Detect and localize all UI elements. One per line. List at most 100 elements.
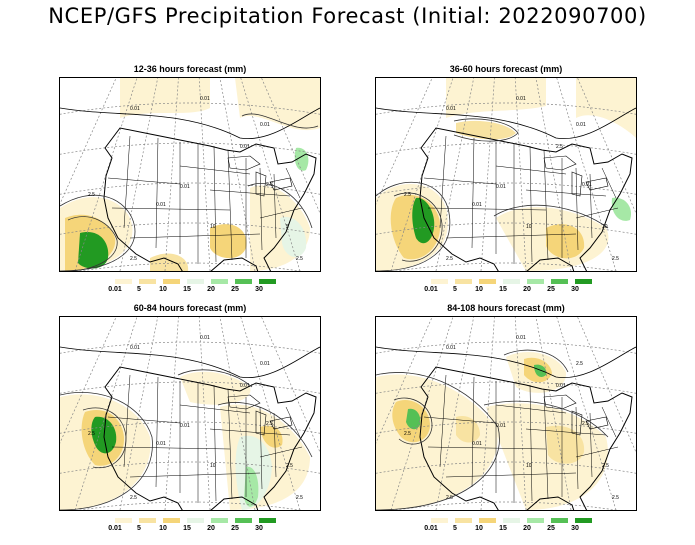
state-boundary [285,167,301,199]
latitude-gridline [60,142,320,155]
state-boundary [209,428,291,436]
longitude-gridline [390,317,454,510]
colorbar-swatch [259,518,276,523]
colorbar-legend: 0.01 5 10 15 20 25 30 [108,279,285,295]
precip-fill-region [611,197,632,221]
lake-outline [585,416,609,430]
precip-fill-region [546,425,585,464]
state-boundary [259,446,303,458]
precip-fill-region [456,415,480,443]
contour-label: 2.5 [296,256,303,262]
colorbar-swatch [235,518,252,523]
contour-label: 2.5 [286,463,293,469]
contour-label: 0.01 [156,202,166,208]
colorbar-label: 0.01 [108,286,122,293]
colorbar-label: 25 [231,525,239,532]
colorbar-swatch [551,518,568,523]
coastline [60,346,320,379]
colorbar-swatch [211,279,228,284]
contour-label: 5 [286,224,289,230]
coastline [376,107,636,140]
precip-contour-line [483,400,609,438]
state-boundary [471,376,475,488]
colorbar-legend: 0.01 5 10 15 20 25 30 [424,518,601,534]
contour-label: 0.01 [180,184,190,190]
contour-label: 2.5 [88,431,95,437]
colorbar-legend: 0.01 5 10 15 20 25 30 [424,279,601,295]
state-boundary [445,472,577,478]
colorbar-label: 5 [137,286,141,293]
state-boundary [209,189,291,197]
longitude-gridline [556,78,617,271]
precipitation-map: 0.01 0.01 0.01 2.5 0.01 2.5 10 2.5 0.01 5 2.5 0.01 [59,77,321,272]
contour-label: 0.01 [516,335,526,341]
contour-label: 2.5 [404,431,411,437]
contour-label: 10 [526,463,532,469]
contour-label: 0.01 [472,202,482,208]
contour-label: 0.01 [260,361,270,367]
colorbar-label: 0.01 [424,286,438,293]
state-boundary [589,173,593,239]
contour-label: 2.5 [130,256,137,262]
state-boundary [111,207,231,211]
state-boundary [575,207,619,219]
panel-title: 36-60 hours forecast (mm) [449,64,563,74]
colorbar-swatch [455,518,472,523]
contour-label: 10 [602,224,608,230]
state-boundary [601,406,617,438]
colorbar-swatch [187,518,204,523]
state-boundary [529,384,533,502]
colorbar-label: 25 [231,286,239,293]
colorbar-label: 15 [183,286,191,293]
longitude-gridline [480,78,495,271]
country-outline [419,366,633,510]
coastline [60,107,320,140]
country-outline [103,366,317,510]
precip-contour-line [60,194,136,271]
lake-outline [255,410,267,436]
colorbar-swatch [139,279,156,284]
state-boundary [543,388,549,500]
precip-fill-region [150,253,189,271]
colorbar-swatch [235,279,252,284]
precip-fill-region [78,232,109,269]
colorbar-label: 25 [547,525,555,532]
contour-label: 2.5 [556,144,563,150]
precip-fill-region [576,78,636,138]
colorbar-label: 30 [255,286,263,293]
state-boundary [129,472,261,478]
state-boundary [107,416,181,424]
colorbar-label: 20 [523,525,531,532]
panel-title: 12-36 hours forecast (mm) [133,64,247,74]
state-boundary [259,406,263,490]
state-boundary [179,165,251,175]
longitude-gridline [240,78,301,271]
contour-label: 0.01 [130,106,140,112]
lake-outline [543,155,577,171]
colorbar-swatch [431,279,448,284]
colorbar-swatch [259,279,276,284]
precip-contour-line [67,216,118,271]
state-boundary [471,137,475,249]
state-boundary [213,384,217,502]
colorbar-swatch [503,279,520,284]
state-boundary [273,412,277,478]
lake-outline [543,394,577,410]
precip-fill-region [406,408,421,430]
longitude-gridline [74,317,138,510]
contour-label: 10 [526,224,532,230]
state-boundary [259,207,303,219]
precip-fill-region [120,78,210,118]
colorbar-swatch [479,279,496,284]
state-boundary [213,145,217,263]
state-boundary [129,233,261,239]
precipitation-map: 0.01 0.01 0.01 2.5 0.01 2.5 10 0.01 2.5 10 2.5 0.01 [375,77,637,272]
state-boundary [155,376,159,488]
longitude-gridline [480,317,495,510]
contour-label: 0.01 [582,182,592,188]
state-boundary [543,149,549,261]
colorbar-label: 20 [207,286,215,293]
precip-fill-region [534,364,547,377]
colorbar-swatch [575,518,592,523]
lake-outline [227,394,261,410]
